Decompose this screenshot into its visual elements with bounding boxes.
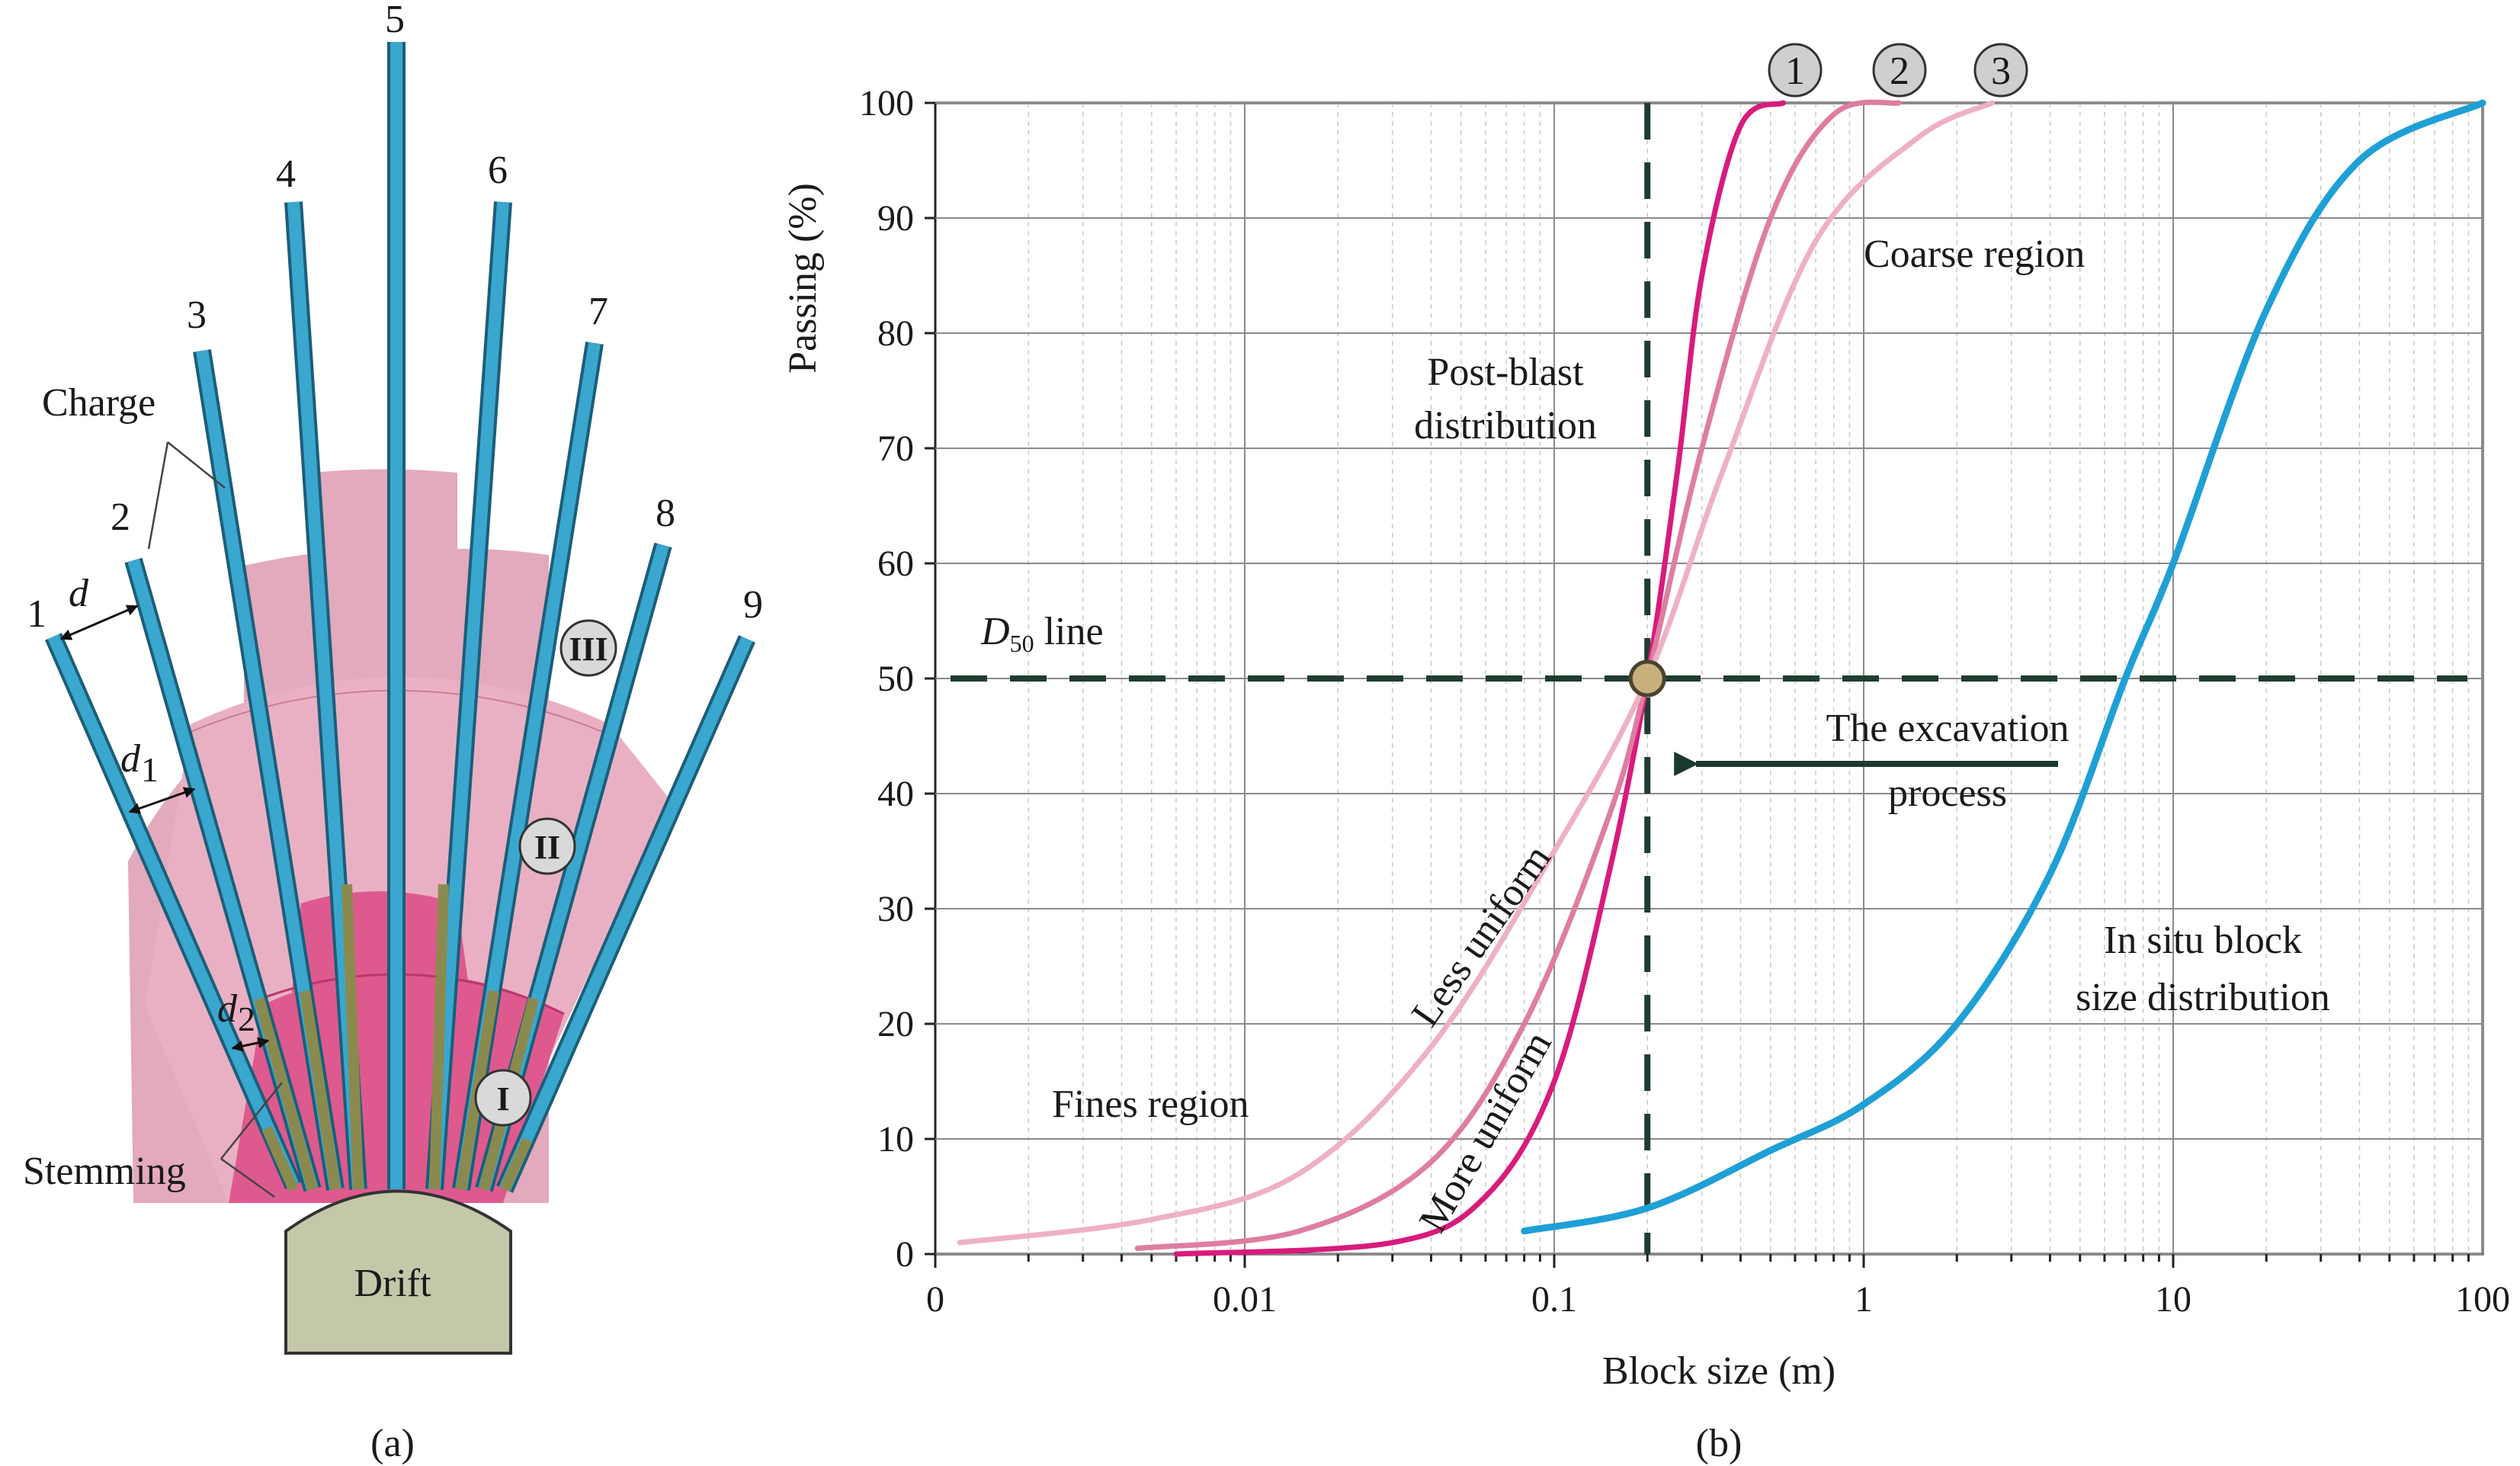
hole-9: [499, 636, 753, 1192]
hole-number-9: 9: [743, 583, 763, 627]
zone-III-cap: [313, 469, 457, 579]
svg-text:II: II: [534, 829, 560, 866]
stemming-4: [341, 884, 364, 1190]
y-tick-label: 90: [877, 198, 914, 239]
curve-mark-3: 3: [1973, 43, 2028, 98]
x-tick-label: 0.01: [1213, 1279, 1277, 1320]
series-line-3: [957, 100, 1995, 1246]
x-tick-label: 0.1: [1531, 1279, 1577, 1320]
hole-6: [428, 201, 509, 1190]
spacing-d2-sub: 2: [238, 999, 255, 1038]
y-tick-label: 50: [877, 659, 914, 699]
spacing-d2-label: d: [217, 987, 238, 1031]
axis-ticks: [925, 101, 2470, 1268]
zone-I-marker: I: [474, 1069, 532, 1127]
hole-1: [47, 634, 300, 1189]
coarse-region-label: Coarse region: [1864, 233, 2085, 276]
hole-number-2: 2: [111, 496, 130, 539]
excavation-label-1: The excavation: [1826, 707, 2069, 750]
stemming-label: Stemming: [23, 1150, 186, 1193]
charge-label: Charge: [42, 381, 155, 425]
y-tick-label: 80: [877, 313, 914, 354]
x-tick-label: 0: [926, 1279, 944, 1320]
spacing-d-label: d: [69, 572, 89, 615]
y-tick-label: 100: [859, 83, 914, 124]
x-tick-label: 100: [2455, 1279, 2510, 1320]
x-axis-title: Block size (m): [1602, 1349, 1835, 1393]
drift-shape: [284, 1189, 512, 1355]
svg-text:2: 2: [1890, 50, 1909, 93]
hole-number-4: 4: [276, 152, 296, 196]
post-blast-label-2: distribution: [1414, 404, 1597, 447]
stemming-3: [300, 990, 341, 1191]
hole-number-6: 6: [488, 149, 508, 192]
stemming-9: [499, 1137, 533, 1192]
y-tick-label: 30: [877, 889, 914, 929]
y-axis-title: Passing (%): [781, 183, 825, 374]
zone-II-marker: II: [518, 817, 576, 875]
curve-mark-1: 1: [1768, 43, 1823, 98]
d50-line-label: D50 line: [980, 610, 1104, 657]
zone-boundary-arc: [251, 973, 565, 1015]
y-tick-label: 0: [896, 1234, 914, 1275]
y-tick-labels: 0 10 20 30 40 50 60 70 80 90 100: [859, 83, 914, 1275]
hole-number-3: 3: [187, 294, 207, 337]
spacing-d1-sub: 1: [141, 750, 159, 789]
fines-region-label: Fines region: [1052, 1083, 1249, 1126]
spacing-d1-arrow: [128, 787, 196, 814]
series-layer: [957, 99, 2486, 1257]
panel-b-caption: (b): [1696, 1422, 1743, 1465]
y-tick-label: 60: [877, 544, 914, 584]
y-tick-label: 70: [877, 428, 914, 469]
in-situ-label-1: In situ block: [2104, 919, 2302, 962]
charge-leader: [167, 441, 226, 489]
post-blast-label-1: Post-blast: [1427, 351, 1584, 394]
charge-leader: [147, 441, 169, 550]
stemming-1: [261, 1126, 299, 1192]
in-situ-label-2: size distribution: [2076, 976, 2330, 1019]
drift-label: Drift: [354, 1262, 431, 1305]
series-line-2: [1134, 99, 1902, 1251]
x-tick-labels: 0 0.01 0.1 1 10 100: [926, 1279, 2510, 1320]
svg-text:I: I: [496, 1080, 509, 1118]
stemming-segments: [254, 884, 539, 1192]
d50-marker: [1628, 659, 1666, 698]
svg-text:1: 1: [1785, 50, 1805, 93]
spacing-d-arrow: [59, 605, 139, 640]
y-tick-label: 10: [877, 1119, 914, 1160]
spacing-d2-arrow: [231, 1037, 270, 1052]
svg-text:III: III: [569, 630, 608, 668]
zone-III-marker: III: [559, 619, 617, 677]
stemming-leader: [220, 1082, 283, 1160]
excavation-label-2: process: [1888, 771, 2007, 815]
stemming-leader: [220, 1157, 275, 1198]
hole-number-8: 8: [656, 492, 675, 535]
hole-number-labels: 1 2 3 4 5 6 7 8 9: [27, 0, 763, 636]
series-line-1: [1173, 100, 1787, 1257]
hole-number-1: 1: [27, 592, 46, 636]
y-tick-label: 20: [877, 1004, 914, 1044]
svg-text:3: 3: [1991, 50, 2011, 93]
panel-a-caption: (a): [370, 1422, 415, 1465]
x-tick-label: 10: [2155, 1279, 2191, 1320]
series-line-4: [1521, 99, 2486, 1235]
hole-number-7: 7: [588, 290, 608, 333]
y-tick-label: 40: [877, 774, 914, 814]
fan-blast-diagram: Drift 1 2 3 4 5 6 7 8 9 Charge Stemming …: [23, 0, 763, 1465]
spacing-d1-label: d: [120, 737, 141, 781]
curve-mark-2: 2: [1872, 43, 1927, 98]
x-tick-label: 1: [1855, 1279, 1873, 1320]
stemming-6: [429, 884, 449, 1190]
stemming-2: [254, 997, 318, 1191]
hole-number-5: 5: [385, 0, 405, 41]
